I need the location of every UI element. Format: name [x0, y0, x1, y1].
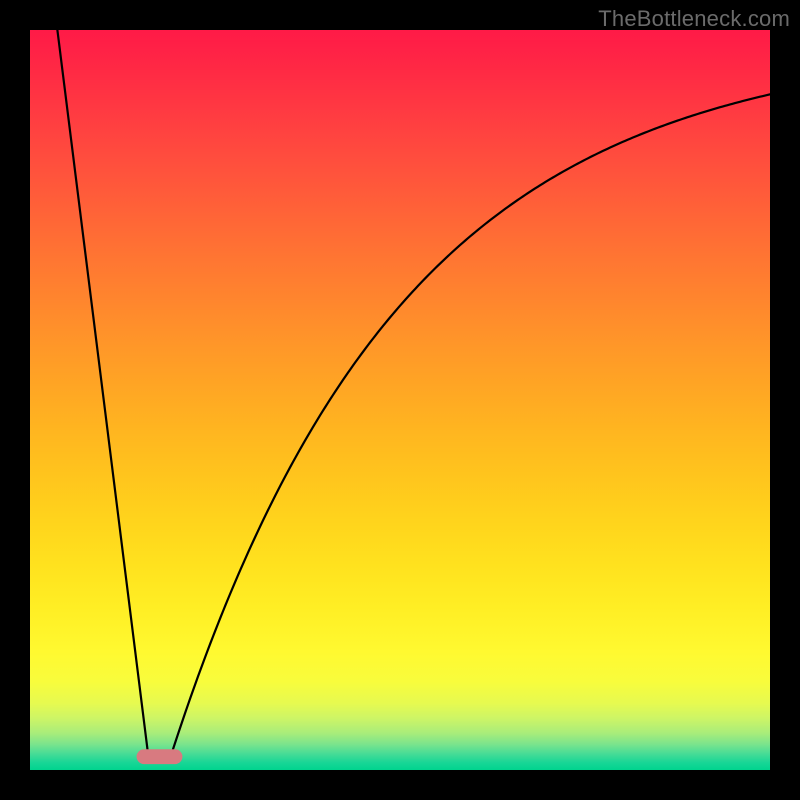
heatmap-background	[30, 30, 770, 770]
watermark-text: TheBottleneck.com	[598, 6, 790, 32]
chart-svg	[0, 0, 800, 800]
bottleneck-chart: TheBottleneck.com	[0, 0, 800, 800]
optimal-point-marker	[137, 749, 183, 764]
